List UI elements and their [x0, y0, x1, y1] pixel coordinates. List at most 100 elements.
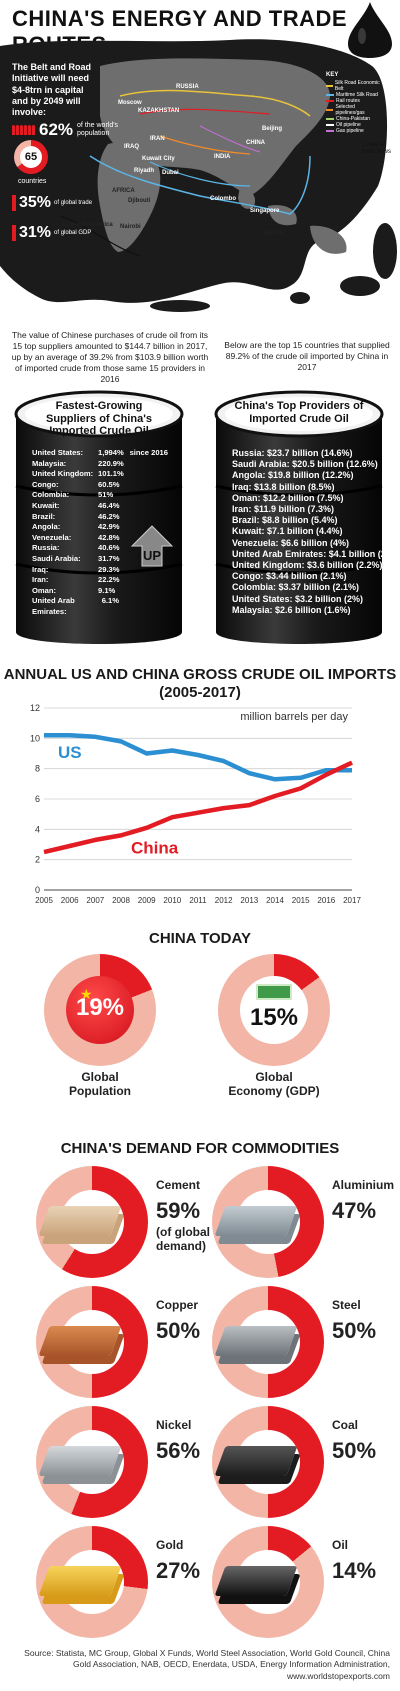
commodity-name: Aluminium	[332, 1178, 394, 1192]
key-swatch	[326, 100, 334, 102]
provider-row: Saudi Arabia: $20.5 billion (12.6%)	[232, 459, 378, 470]
x-tick-label: 2008	[112, 896, 130, 905]
x-tick-label: 2005	[35, 896, 53, 905]
country-name: Iran:	[32, 575, 49, 585]
gdp-caption: Global Economy (GDP)	[228, 1070, 320, 1099]
provider-row: Oman: $12.2 billion (7.5%)	[232, 492, 344, 503]
commodity-donut	[212, 1406, 324, 1518]
country-name: United States:	[32, 448, 84, 457]
country-name: Saudi Arabia:	[32, 553, 81, 563]
fastest-row: United Kingdom: 101.1%	[32, 469, 128, 480]
provider-row: Venezuela: $6.6 billion (4%)	[232, 537, 350, 548]
provider-row: Russia: $23.7 billion (14.6%)	[232, 448, 353, 458]
up-label: UP	[143, 548, 161, 563]
country-name: Malaysia:	[32, 458, 67, 468]
country-name: Colombia:	[32, 490, 70, 500]
map-label: Kuwait City	[142, 156, 175, 162]
country-name: Angola:	[32, 522, 61, 532]
commodity-donut	[36, 1286, 148, 1398]
growth-value: 40.6%	[98, 543, 120, 553]
map-label: Dubai	[162, 170, 179, 176]
key-item: Selected pipelines/gas	[326, 104, 382, 116]
world-map-graphic	[0, 39, 397, 312]
y-tick-label: 0	[35, 885, 40, 895]
commodity-pct: 50%	[156, 1318, 201, 1343]
country-name: Venezuela:	[32, 532, 72, 542]
growth-value: 42.9%	[98, 522, 120, 532]
growth-value: 1,994%	[98, 448, 124, 457]
key-item: Maritime Silk Road	[326, 92, 382, 98]
imports-line-chart: 0 2 4 6 8 10 12 2005 2006 2007 2008 2009 2010 2011 201…	[30, 703, 361, 905]
gdp-pct: 15%	[249, 1004, 299, 1031]
top-providers-barrel: China's Top Providers of Imported Crude …	[210, 386, 400, 654]
x-tick-label: 2017	[343, 896, 361, 905]
provider-row: Congo: $3.44 billion (2.1%)	[232, 571, 347, 582]
fastest-row: Brazil: 46.2%	[32, 512, 128, 523]
map-label: IRAQ	[124, 144, 139, 150]
trade-label: of global trade	[54, 200, 93, 206]
purchases-paragraph: The value of Chinese purchases of crude …	[11, 330, 209, 385]
map-label: Beijing	[262, 126, 283, 132]
country-name: Oman:	[32, 585, 57, 595]
growth-value: 46.2%	[98, 511, 120, 521]
x-tick-label: 2009	[138, 896, 156, 905]
fastest-growing-barrel: Fastest-Growing Suppliers of China's Imp…	[10, 386, 188, 654]
y-tick-label: 10	[30, 733, 40, 743]
commodity-note: (of global demand)	[156, 1225, 210, 1253]
fastest-row: Congo: 60.5%	[32, 480, 128, 491]
provider-row: Colombia: $3.37 billion (2.1%)	[232, 582, 360, 593]
series-line-us	[44, 733, 352, 782]
commodity-name: Oil	[332, 1538, 349, 1552]
fastest-title: Fastest-Growing Suppliers of China's Imp…	[46, 400, 152, 438]
up-arrow-icon: UP	[130, 524, 174, 568]
countries-count: 65	[20, 146, 42, 168]
y-tick-label: 12	[30, 703, 40, 713]
commodity-pct: 14%	[332, 1558, 377, 1583]
fastest-row: Saudi Arabia: 31.7%	[32, 554, 128, 565]
oil-barrels-icon	[214, 1566, 298, 1596]
fastest-row: Oman: 9.1%	[32, 586, 128, 597]
map-label: IRAN	[150, 136, 165, 142]
provider-row: Kuwait: $7.1 billion (4.4%)	[232, 526, 343, 537]
barrel-graphic	[14, 390, 184, 644]
commodity-pct: 50%	[332, 1318, 377, 1343]
growth-value: 9.1%	[98, 585, 116, 595]
map-label: Djibouti	[128, 198, 151, 204]
provider-row: Angola: $19.8 billion (12.2%)	[232, 470, 354, 481]
y-tick-label: 6	[35, 794, 40, 804]
map-label: Riyadh	[134, 168, 155, 174]
fastest-list: United States: 1,994% Malaysia: 220.9% Unite…	[32, 448, 128, 618]
commodity-donut	[36, 1526, 148, 1638]
growth-value: 22.2%	[98, 575, 120, 585]
country-name: United Arab Emirates:	[32, 596, 75, 616]
key-title: KEY	[326, 72, 339, 78]
key-swatch	[326, 109, 334, 111]
trade-pct: 35%	[19, 194, 52, 211]
fastest-row: Iraq: 29.3%	[32, 565, 128, 576]
trade-stat: 35% of global trade	[12, 194, 92, 212]
people-icon	[12, 125, 35, 135]
country-name: Iraq:	[32, 564, 49, 574]
gold-bars-icon	[38, 1566, 122, 1596]
population-pct: 19%	[75, 994, 125, 1021]
map-label: KAZAKHSTAN	[138, 108, 180, 114]
country-name: United Kingdom:	[32, 469, 94, 479]
commodity-donut	[212, 1286, 324, 1398]
growth-value: 46.4%	[98, 500, 120, 510]
x-tick-label: 2012	[215, 896, 233, 905]
gdp-pct: 31%	[19, 224, 52, 241]
commodity-name: Coal	[332, 1418, 359, 1432]
map-label: Nairobi	[120, 224, 141, 230]
map-label: INDIA	[214, 154, 231, 160]
x-tick-label: 2010	[163, 896, 181, 905]
commodity-name: Steel	[332, 1298, 361, 1312]
since-label: since 2016	[129, 448, 168, 457]
provider-row: Malaysia: $2.6 billion (1.6%)	[232, 604, 351, 615]
commodity-pct: 27%	[156, 1558, 201, 1583]
oil-drop-icon	[348, 2, 392, 58]
fastest-row: United Arab Emirates: 6.1%	[32, 596, 128, 617]
growth-value: 31.7%	[98, 553, 120, 563]
fastest-row: Malaysia: 220.9%	[32, 459, 128, 470]
map-label: Colombo	[210, 196, 236, 202]
gdp-donut: 15%	[218, 954, 330, 1066]
